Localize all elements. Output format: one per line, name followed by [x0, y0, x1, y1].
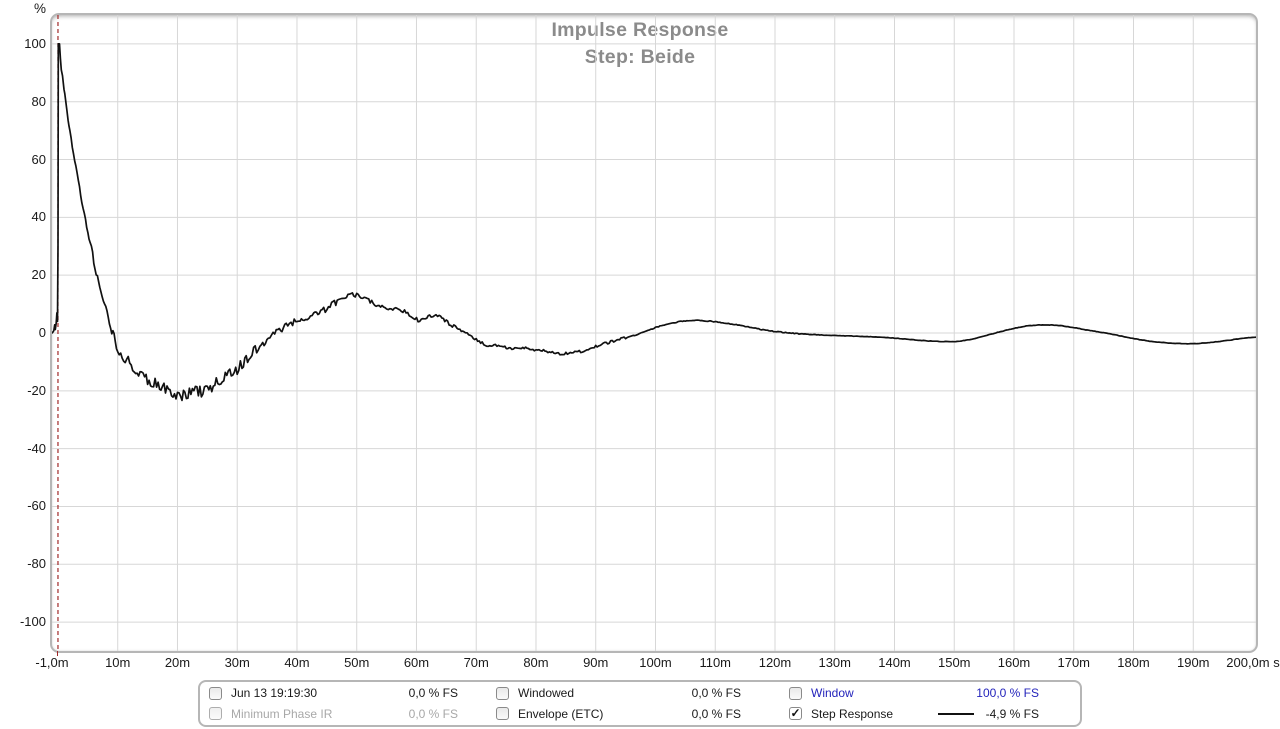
legend-value: 0,0 % FS [691, 686, 741, 701]
x-tick-label: 80m [523, 655, 549, 670]
x-tick-label: 190m [1176, 655, 1210, 670]
legend-label[interactable]: Jun 13 19:19:30 [231, 686, 318, 701]
x-tick-label: 200,0m s [1226, 655, 1280, 670]
x-tick-label: 40m [284, 655, 310, 670]
measurement-checkbox[interactable]: ✓ [209, 686, 222, 700]
x-tick-label: 20m [164, 655, 191, 670]
step-response-checkbox[interactable]: ✓ [789, 706, 802, 721]
y-tick-label: 60 [31, 151, 46, 167]
x-tick-label: 90m [583, 655, 609, 670]
x-tick-label: 110m [699, 655, 732, 670]
time-zero-axis-tick [57, 651, 58, 656]
minimum-phase-ir-checkbox[interactable]: ✓ [209, 707, 222, 721]
x-tick-label: -1,0m [35, 655, 69, 670]
legend-label[interactable]: Window [811, 686, 854, 701]
envelope-etc-checkbox[interactable]: ✓ [496, 707, 509, 721]
legend-label[interactable]: Step Response [811, 706, 894, 721]
line-swatch [937, 712, 974, 715]
legend-value: 0,0 % FS [691, 706, 741, 721]
legend-value: 100,0 % FS [976, 686, 1039, 701]
check-icon: ✓ [790, 706, 801, 721]
y-axis-unit-label: % [34, 1, 47, 16]
legend-label[interactable]: Envelope (ETC) [518, 706, 604, 721]
legend-item-step-response: ✓ Step Response -4,9 % FS [780, 704, 1080, 725]
legend-label[interactable]: Windowed [518, 686, 575, 701]
y-tick-label: -100 [19, 614, 46, 630]
y-tick-label: -40 [27, 440, 46, 456]
y-tick-label: 100 [24, 35, 46, 51]
y-tick-label: 0 [38, 325, 46, 340]
legend-value: 0,0 % FS [408, 686, 458, 701]
x-tick-label: 150m [937, 655, 971, 670]
windowed-checkbox[interactable]: ✓ [496, 686, 509, 700]
x-tick-label: 100m [639, 655, 672, 670]
x-tick-label: 130m [818, 655, 851, 670]
y-tick-label: 80 [31, 93, 46, 109]
y-tick-label: -80 [27, 556, 46, 572]
x-tick-label: 180m [1117, 655, 1150, 670]
x-tick-label: 30m [224, 655, 250, 670]
x-tick-label: 50m [344, 655, 370, 670]
y-tick-label: -60 [27, 498, 46, 514]
y-tick-label: 40 [31, 209, 46, 225]
x-tick-label: 120m [758, 655, 792, 670]
window-checkbox[interactable]: ✓ [789, 686, 802, 700]
x-tick-label: 160m [997, 655, 1031, 670]
x-tick-label: 70m [463, 655, 489, 670]
x-tick-label: 170m [1057, 655, 1091, 670]
legend-label[interactable]: Minimum Phase IR [231, 706, 333, 721]
legend-item-measurement: ✓ Jun 13 19:19:30 0,0 % FS [200, 683, 487, 704]
legend-value: 0,0 % FS [408, 706, 458, 721]
step-response-curve [52, 43, 1256, 402]
y-tick-label: -20 [27, 382, 46, 398]
legend-item-window: ✓ Window 100,0 % FS [780, 683, 1080, 704]
x-tick-label: 10m [105, 655, 131, 670]
chart-canvas[interactable] [52, 15, 1256, 651]
legend-item-windowed: ✓ Windowed 0,0 % FS [487, 683, 780, 704]
legend-item-envelope-etc: ✓ Envelope (ETC) 0,0 % FS [487, 704, 780, 725]
y-tick-label: 20 [31, 267, 46, 283]
legend-box: ✓ Jun 13 19:19:30 0,0 % FS ✓ Windowed 0,… [198, 680, 1082, 727]
x-tick-label: 60m [403, 655, 430, 670]
legend-item-minimum-phase-ir: ✓ Minimum Phase IR 0,0 % FS [200, 704, 487, 725]
x-tick-label: 140m [878, 655, 911, 670]
legend-value: -4,9 % FS [985, 706, 1039, 721]
